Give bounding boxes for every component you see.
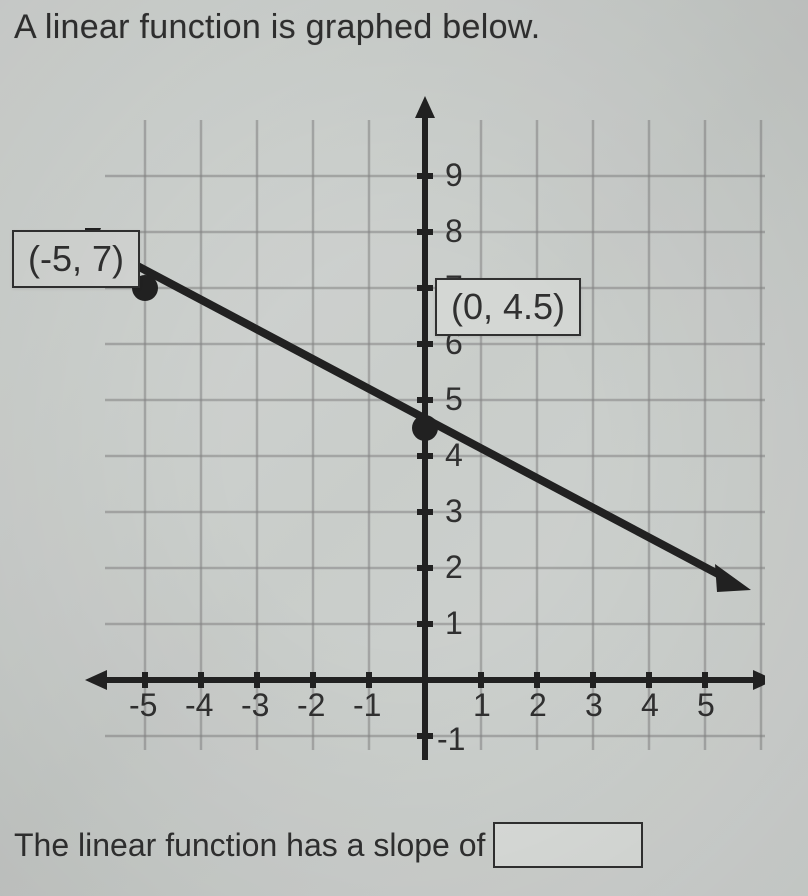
x-tick-label: 5 bbox=[697, 687, 715, 723]
x-axis-arrow-left-icon bbox=[85, 670, 107, 690]
y-tick-label: 9 bbox=[445, 157, 463, 193]
point-label-1: (-5, 7) bbox=[12, 230, 140, 288]
answer-line: The linear function has a slope of bbox=[14, 822, 643, 868]
y-tick-label: -1 bbox=[437, 721, 465, 757]
answer-prompt-text: The linear function has a slope of bbox=[14, 827, 485, 864]
x-tick-label: -3 bbox=[241, 687, 269, 723]
x-tick-label: 2 bbox=[529, 687, 547, 723]
x-tick-label: -4 bbox=[185, 687, 213, 723]
x-tick-label: 1 bbox=[473, 687, 491, 723]
point-label-2: (0, 4.5) bbox=[435, 278, 581, 336]
x-tick-label: -2 bbox=[297, 687, 325, 723]
x-tick-label: -5 bbox=[129, 687, 157, 723]
y-tick-label: 5 bbox=[445, 381, 463, 417]
graph-container: 9 8 7 6 5 4 3 2 1 -1 -5 -4 -3 -2 -1 1 2 … bbox=[85, 90, 765, 770]
slope-answer-input[interactable] bbox=[493, 822, 643, 868]
linear-function-graph: 9 8 7 6 5 4 3 2 1 -1 -5 -4 -3 -2 -1 1 2 … bbox=[85, 90, 765, 770]
x-tick-label: 4 bbox=[641, 687, 659, 723]
x-tick-label: 3 bbox=[585, 687, 603, 723]
x-axis-arrow-right-icon bbox=[753, 670, 765, 690]
y-tick-label: 8 bbox=[445, 213, 463, 249]
y-tick-label: 1 bbox=[445, 605, 463, 641]
x-tick-label: -1 bbox=[353, 687, 381, 723]
y-tick-label: 4 bbox=[445, 437, 463, 473]
y-tick-label: 2 bbox=[445, 549, 463, 585]
question-prompt: A linear function is graphed below. bbox=[14, 8, 541, 47]
point-marker bbox=[412, 415, 438, 441]
y-axis-arrow-up-icon bbox=[415, 96, 435, 118]
y-tick-label: 3 bbox=[445, 493, 463, 529]
